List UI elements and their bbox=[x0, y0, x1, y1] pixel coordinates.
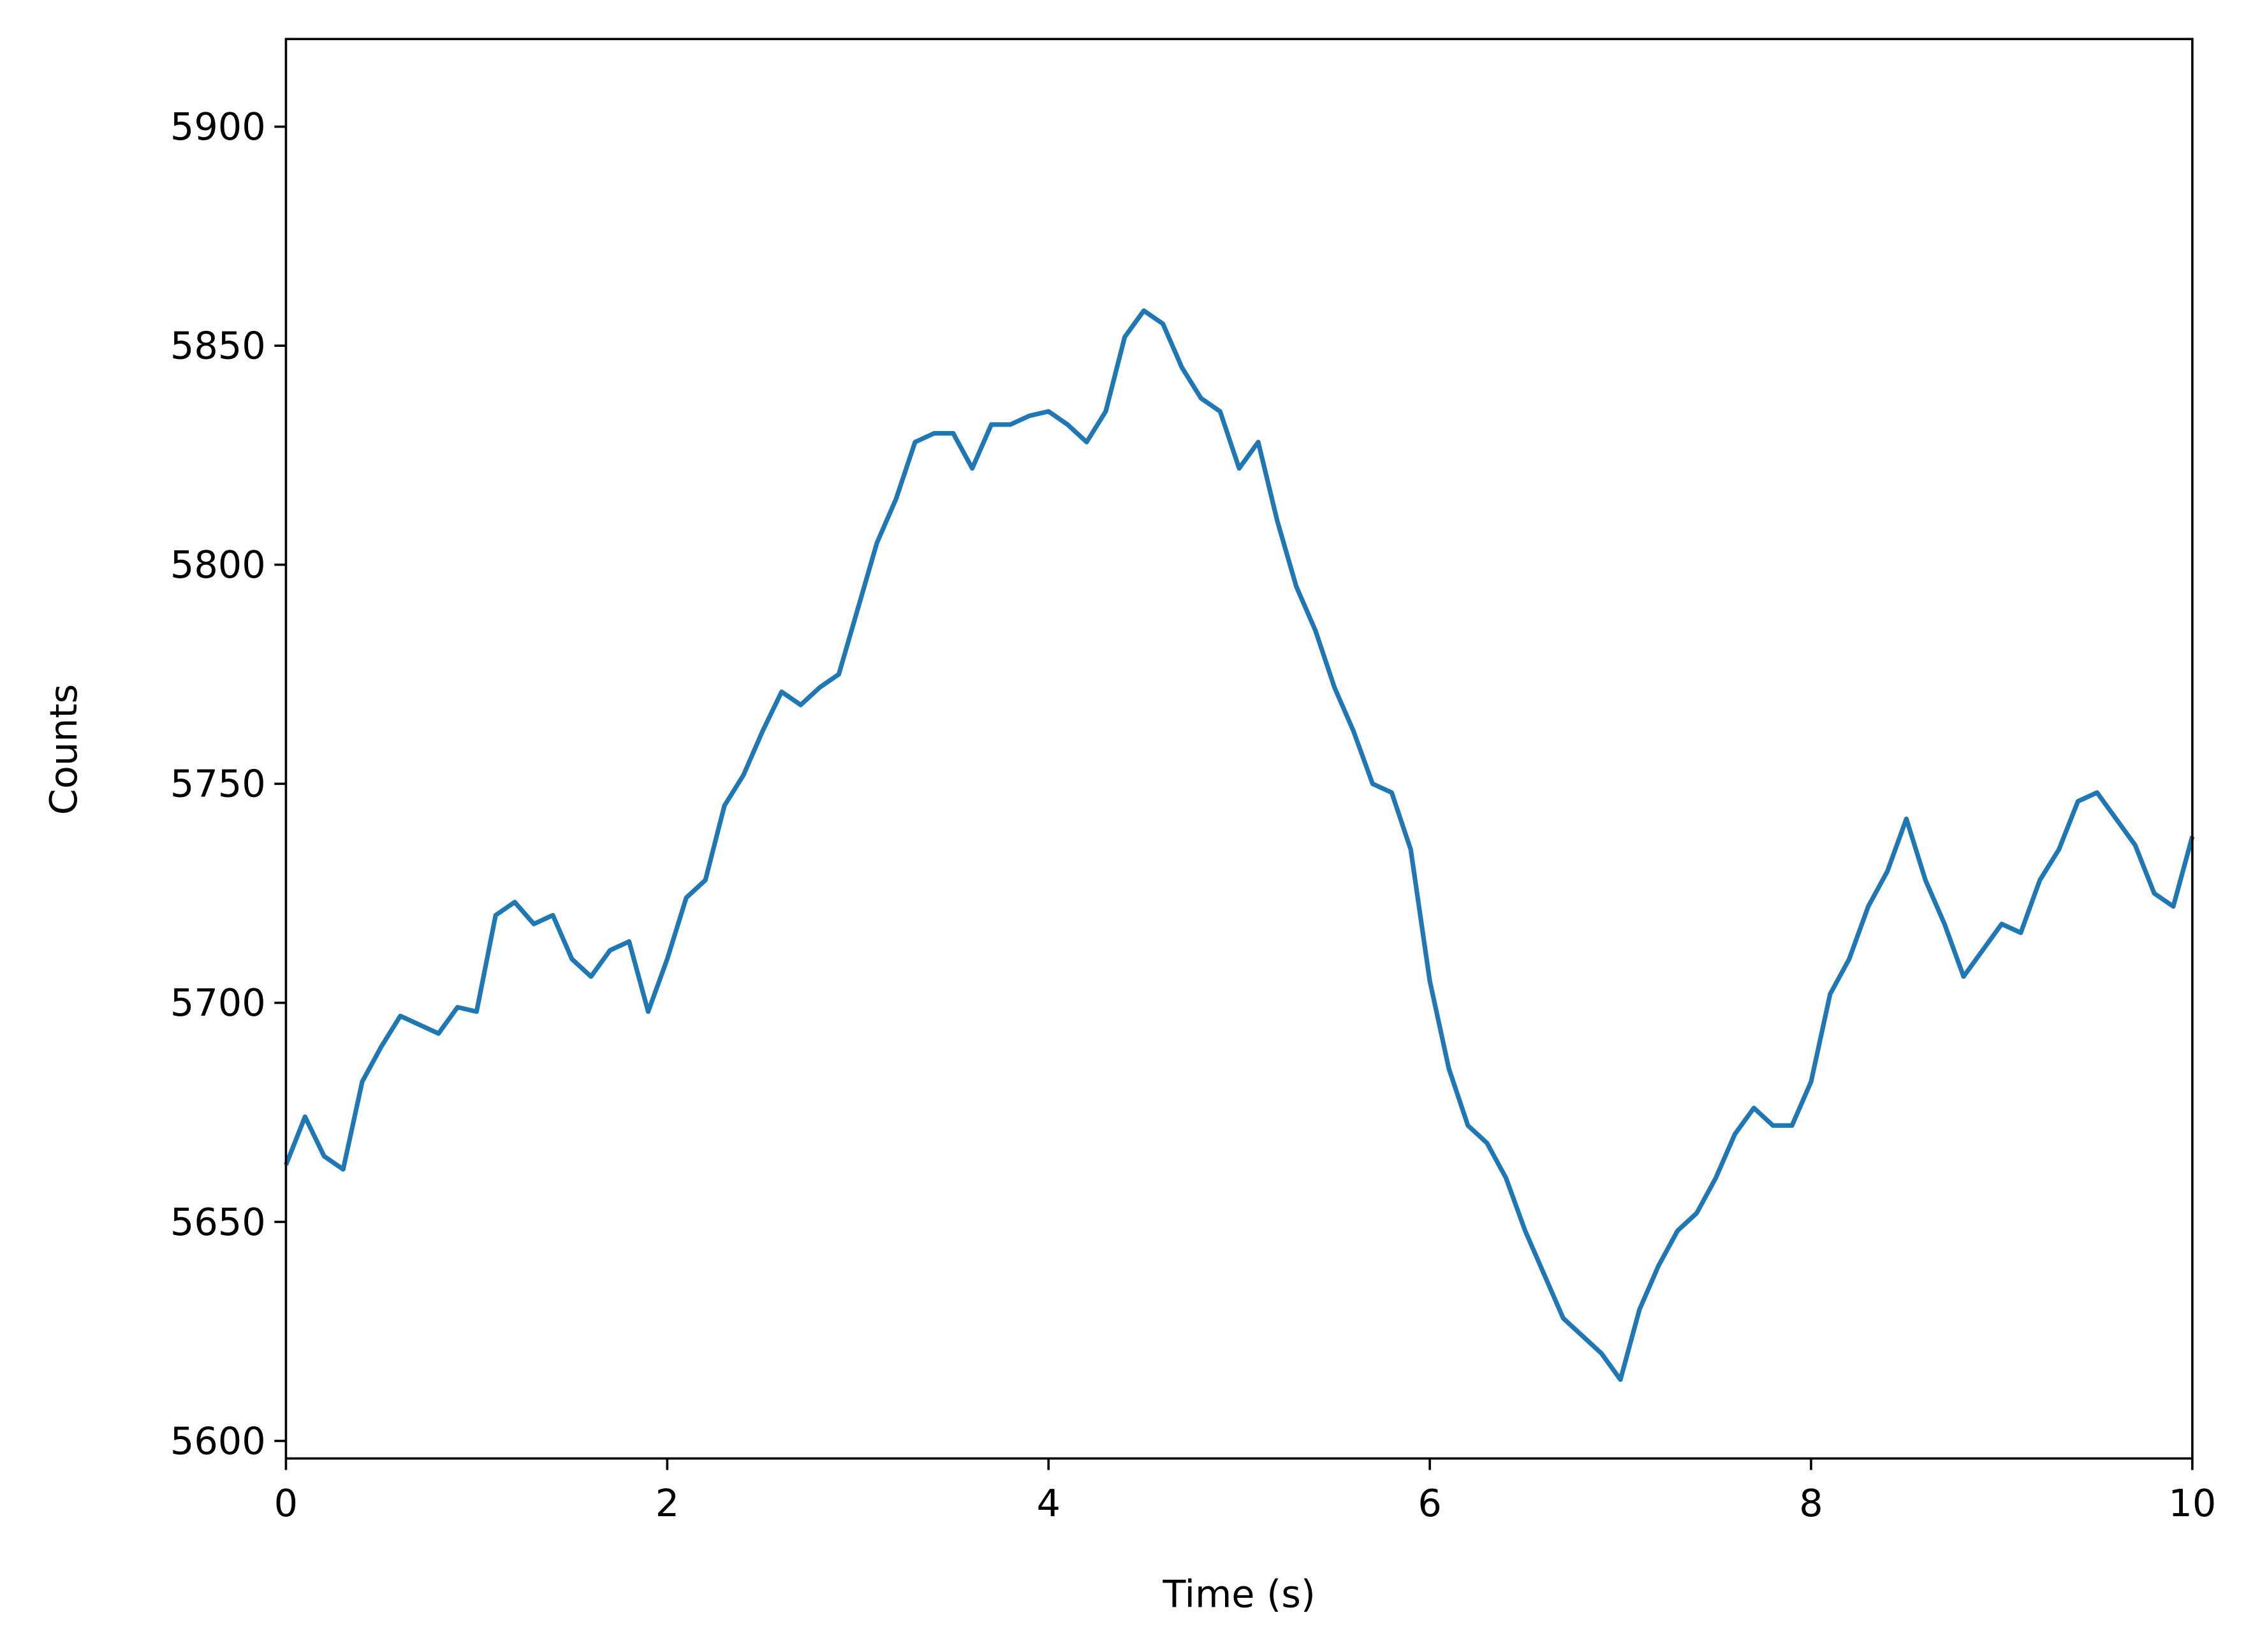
y-tick-label: 5700 bbox=[170, 981, 266, 1025]
x-axis-label: Time (s) bbox=[1162, 1572, 1315, 1616]
y-tick-label: 5800 bbox=[170, 543, 266, 587]
y-tick-label: 5750 bbox=[170, 762, 266, 806]
y-axis-label: Counts bbox=[41, 684, 85, 815]
y-tick-label: 5650 bbox=[170, 1200, 266, 1244]
data-line bbox=[284, 308, 2195, 1382]
x-tick-label: 8 bbox=[1799, 1481, 1823, 1525]
plot-frame bbox=[284, 38, 2194, 1460]
x-tick-label: 0 bbox=[274, 1481, 298, 1525]
x-tick-label: 10 bbox=[2168, 1481, 2216, 1525]
x-tick-label: 2 bbox=[656, 1481, 679, 1525]
y-tick-label: 5600 bbox=[170, 1419, 266, 1463]
x-tick-label: 4 bbox=[1036, 1481, 1060, 1525]
x-tick-label: 6 bbox=[1418, 1481, 1441, 1525]
y-tick-label: 5900 bbox=[170, 105, 266, 149]
y-tick-label: 5850 bbox=[170, 324, 266, 368]
